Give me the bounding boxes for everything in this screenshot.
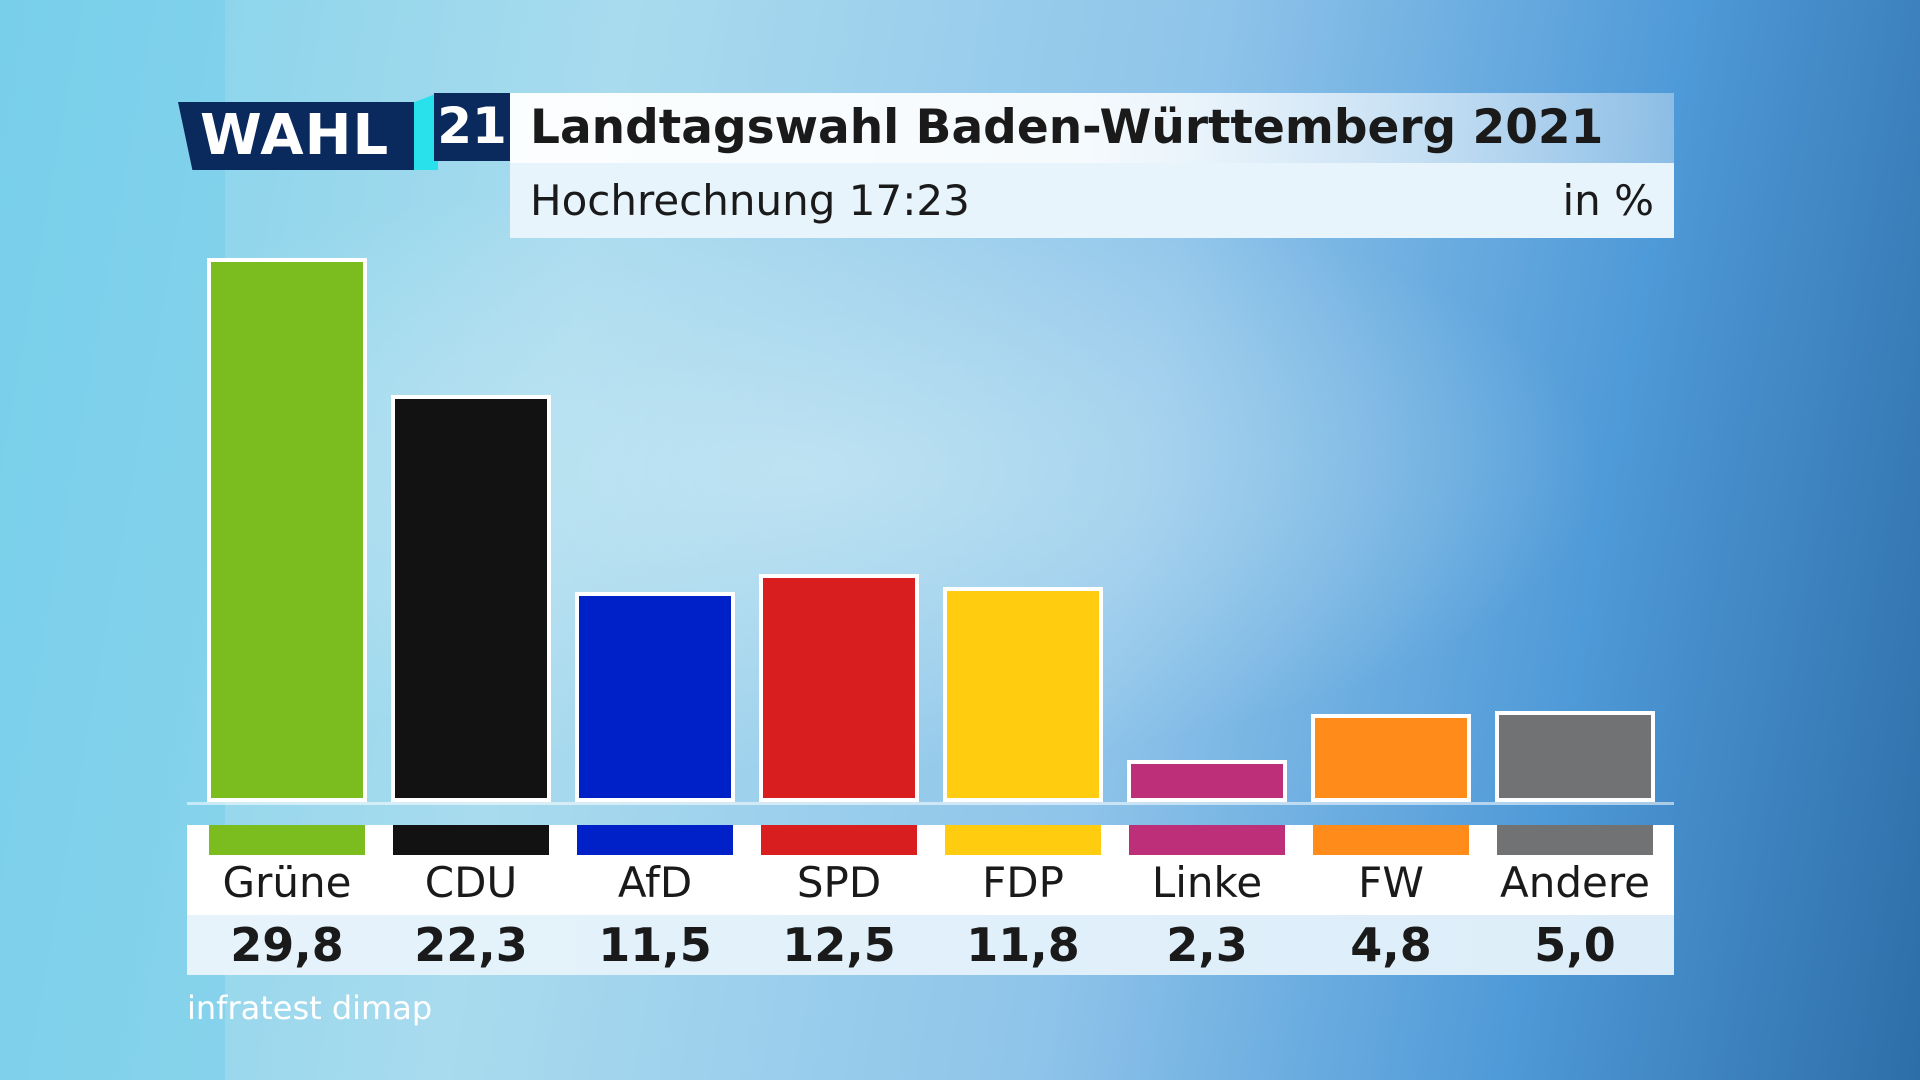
party-value-fw: 4,8 <box>1350 918 1432 972</box>
party-value-afd: 11,5 <box>598 918 712 972</box>
unit-label: in % <box>1562 176 1654 225</box>
party-label-grune: Grüne <box>222 858 352 907</box>
source-label: infratest dimap <box>187 989 433 1027</box>
baseline <box>187 802 1674 805</box>
bar-linke <box>1127 760 1287 802</box>
swatch-cdu <box>393 825 549 855</box>
swatch-andere <box>1497 825 1653 855</box>
bar-cdu <box>391 394 551 802</box>
party-label-afd: AfD <box>617 858 693 907</box>
swatch-spd <box>761 825 917 855</box>
bar-fw <box>1311 714 1471 802</box>
swatch-fdp <box>945 825 1101 855</box>
swatch-linke <box>1129 825 1285 855</box>
logo-word: WAHL <box>200 103 390 168</box>
subtitle-panel: Hochrechnung 17:23 in % <box>510 163 1674 238</box>
party-label-linke: Linke <box>1151 858 1263 907</box>
logo-number: 21 <box>437 97 507 155</box>
chart-title: Landtagswahl Baden-Württemberg 2021 <box>530 100 1604 155</box>
logo-number-box: 21 <box>434 93 510 161</box>
party-label-spd: SPD <box>796 858 882 907</box>
party-value-cdu: 22,3 <box>414 918 528 972</box>
party-value-fdp: 11,8 <box>966 918 1080 972</box>
swatch-fw <box>1313 825 1469 855</box>
bar-fdp <box>943 586 1103 802</box>
party-label-andere: Andere <box>1499 858 1651 907</box>
chart-subtitle: Hochrechnung 17:23 <box>530 176 970 225</box>
party-value-andere: 5,0 <box>1534 918 1616 972</box>
bar-andere <box>1495 710 1655 802</box>
party-value-grune: 29,8 <box>230 918 344 972</box>
bar-spd <box>759 573 919 802</box>
party-value-linke: 2,3 <box>1166 918 1248 972</box>
swatch-afd <box>577 825 733 855</box>
party-label-cdu: CDU <box>424 858 518 907</box>
party-value-spd: 12,5 <box>782 918 896 972</box>
bar-afd <box>575 592 735 802</box>
title-panel: Landtagswahl Baden-Württemberg 2021 <box>510 93 1674 163</box>
bar-grune <box>207 258 367 802</box>
party-value-row <box>187 915 1674 975</box>
party-label-fdp: FDP <box>982 858 1064 907</box>
wahl-logo: WAHL <box>178 102 418 170</box>
swatch-grune <box>209 825 365 855</box>
party-label-fw: FW <box>1358 858 1424 907</box>
